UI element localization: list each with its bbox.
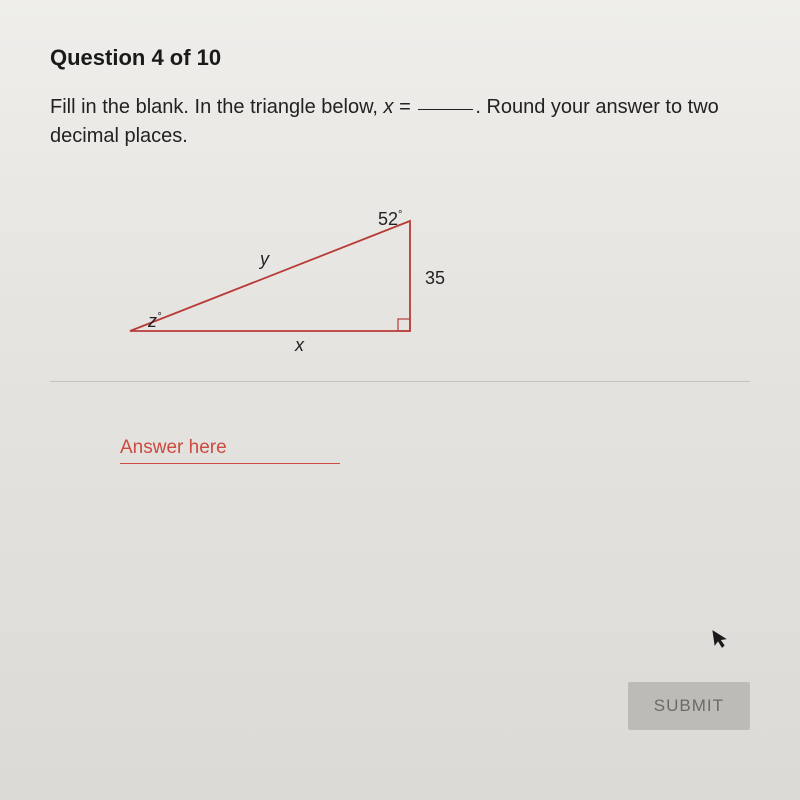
degree-symbol-z: ° — [157, 311, 161, 323]
right-angle-marker — [398, 319, 410, 331]
submit-button[interactable]: SUBMIT — [628, 682, 750, 730]
question-number-title: Question 4 of 10 — [50, 45, 750, 71]
side-hypotenuse-label: y — [260, 249, 269, 270]
equals-text: = — [394, 96, 417, 118]
angle-top-value: 52 — [378, 209, 398, 229]
answer-field-wrap — [120, 437, 340, 464]
question-page: Question 4 of 10 Fill in the blank. In t… — [0, 0, 800, 800]
triangle-figure: 52° z° 35 y x — [120, 181, 480, 351]
triangle-svg — [120, 181, 480, 351]
side-bottom-label: x — [295, 335, 304, 356]
angle-top-label: 52° — [378, 209, 402, 230]
section-divider — [50, 381, 750, 382]
triangle-shape — [130, 221, 410, 331]
cursor-icon — [710, 626, 732, 656]
angle-left-label: z° — [148, 311, 161, 332]
question-prompt: Fill in the blank. In the triangle below… — [50, 93, 750, 151]
fill-blank-line — [418, 109, 473, 110]
side-right-label: 35 — [425, 268, 445, 289]
answer-input[interactable] — [120, 437, 340, 459]
prompt-pre: Fill in the blank. In the triangle below… — [50, 96, 384, 118]
angle-left-value: z — [148, 311, 157, 331]
variable-x: x — [384, 96, 394, 118]
degree-symbol: ° — [398, 209, 402, 221]
